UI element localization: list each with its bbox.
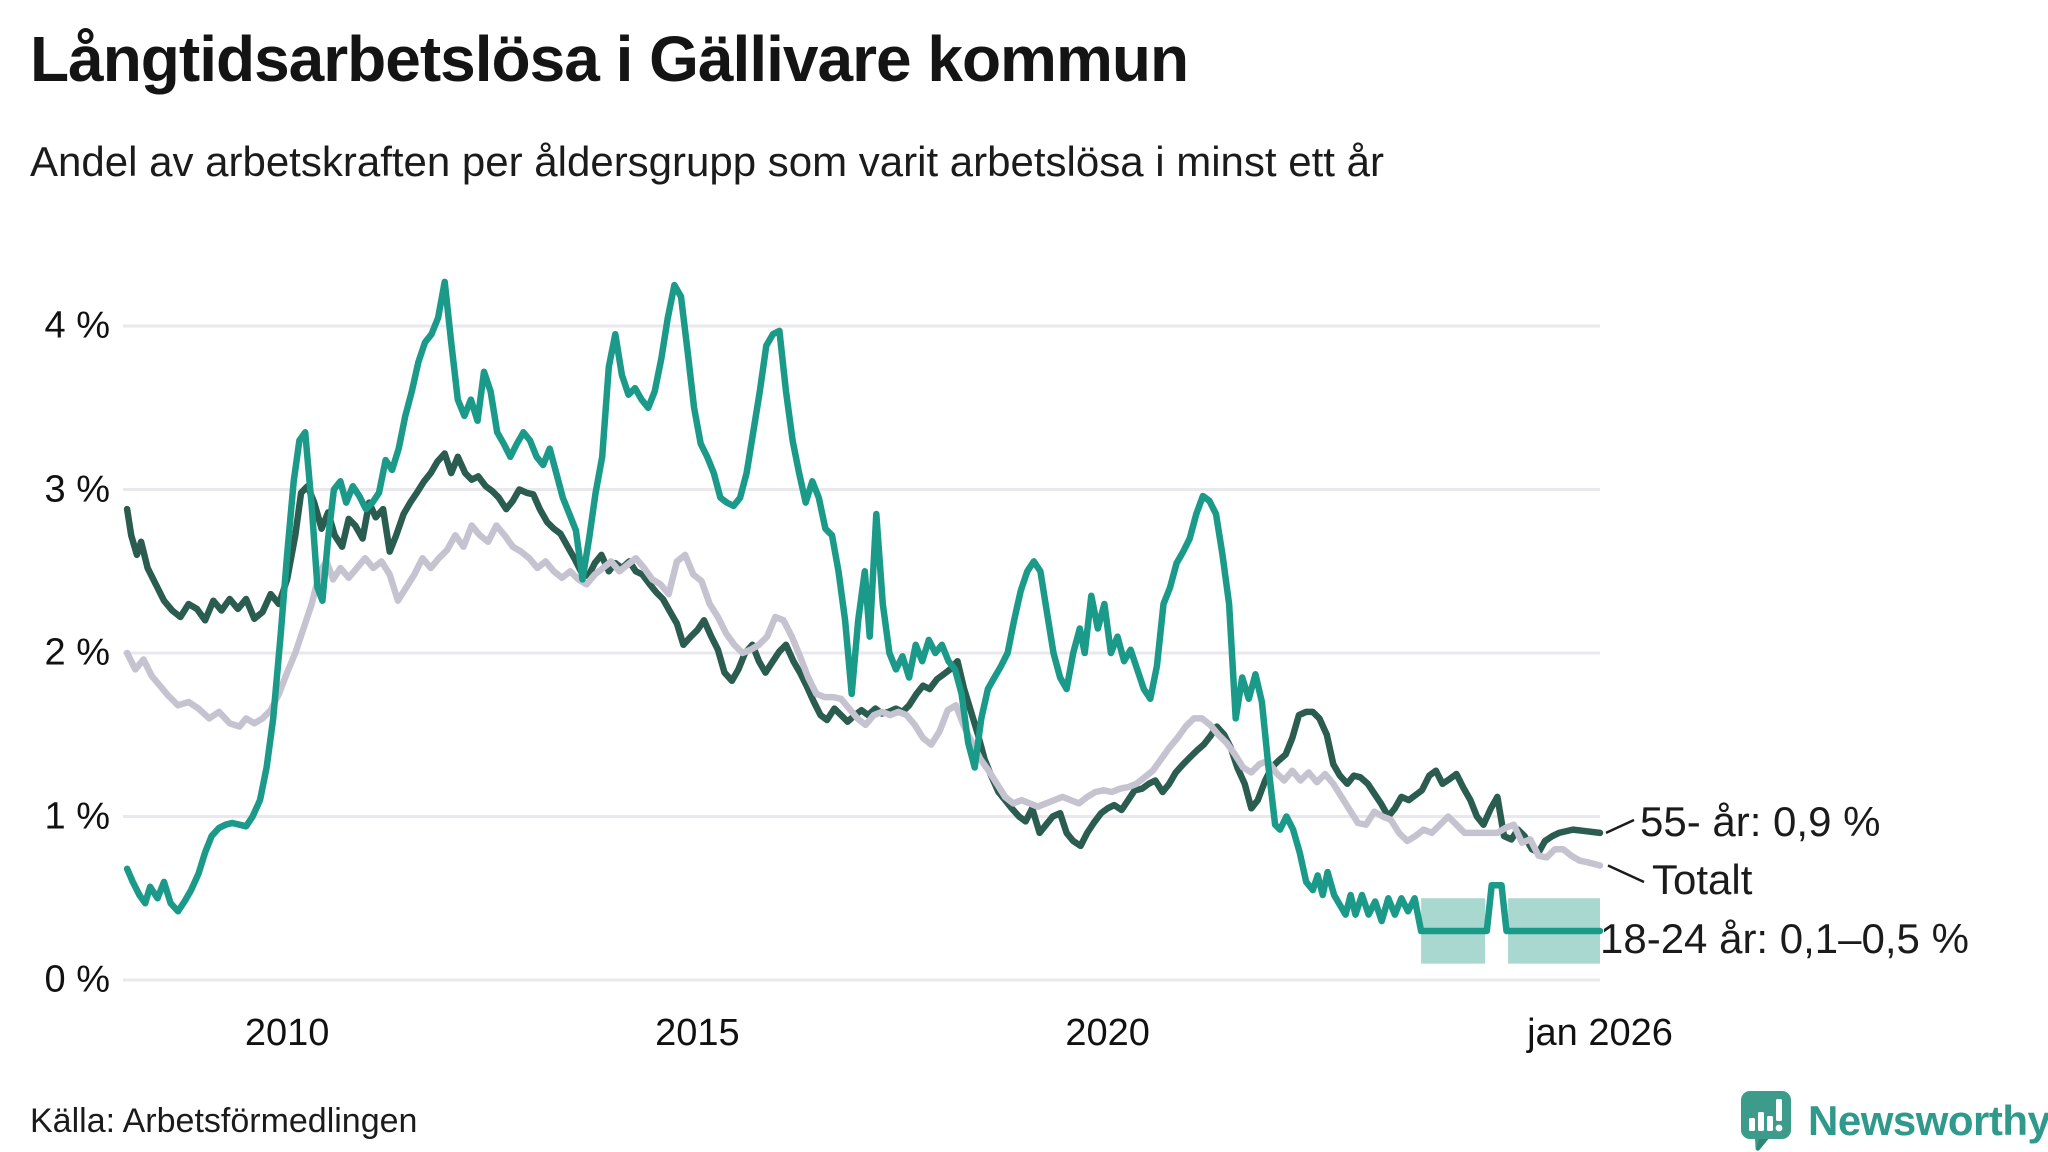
series-end-label-totalt: Totalt: [1652, 856, 1753, 903]
page-title: Långtidsarbetslösa i Gällivare kommun: [30, 23, 1189, 95]
y-axis-tick-label: 3 %: [44, 468, 110, 510]
source-credit: Källa: Arbetsförmedlingen: [30, 1102, 418, 1140]
series-end-label-55: 55- år: 0,9 %: [1640, 798, 1881, 845]
y-axis-tick-label: 4 %: [44, 304, 110, 347]
y-axis-tick-label: 2 %: [44, 631, 110, 674]
chart-subtitle: Andel av arbetskraften per åldersgrupp s…: [30, 138, 1384, 185]
newsworthy-speech-bubble-icon: [1741, 1091, 1791, 1151]
y-axis-tick-label: 1 %: [44, 795, 110, 837]
x-axis-tick-label: 2010: [244, 1012, 330, 1054]
x-axis-tick-label: 2015: [655, 1012, 740, 1054]
series-line-55-r: [123, 450, 1604, 856]
series-end-label-18-24: 18-24 år: 0,1–0,5 %: [1600, 915, 1969, 962]
y-axis-tick-label: 0 %: [44, 958, 110, 1001]
series-line-18-24-r: [123, 278, 1604, 935]
leader-line-totalt: [1607, 864, 1645, 884]
x-axis-tick-label: jan 2026: [1527, 1012, 1673, 1054]
leader-line-55: [1605, 818, 1635, 834]
x-axis-tick-label: 2020: [1065, 1012, 1150, 1054]
series-line-totalt: [123, 522, 1604, 869]
newsworthy-wordmark: Newsworthy: [1808, 1097, 2048, 1144]
newsworthy-logo: Newsworthy: [1740, 1090, 2048, 1152]
